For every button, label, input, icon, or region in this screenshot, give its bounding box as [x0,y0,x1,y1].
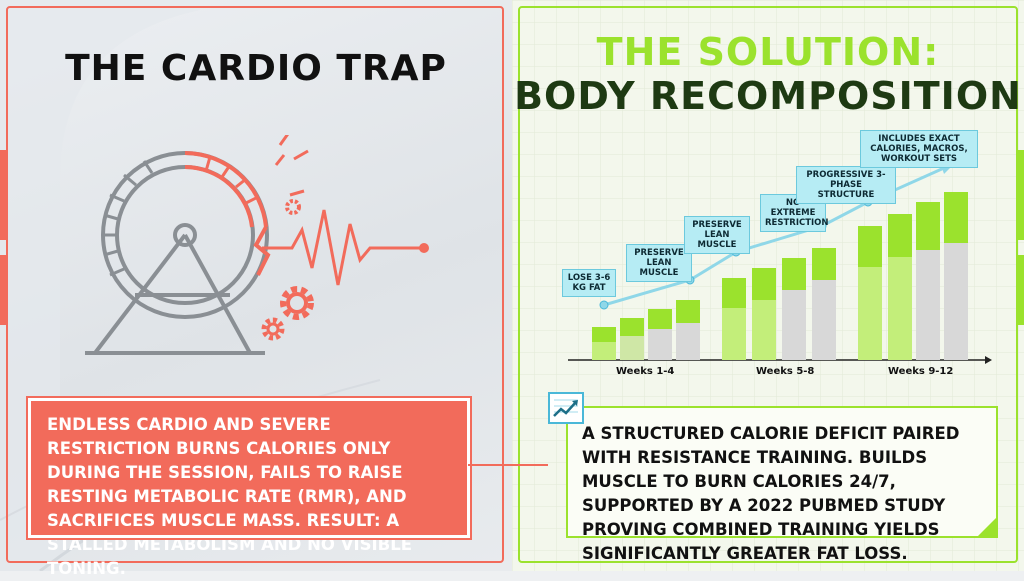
left-frame [6,6,504,563]
left-title: THE CARDIO TRAP [65,48,447,89]
hamster-wheel-icon [85,135,309,355]
x-axis-label: Weeks 1-4 [616,366,675,377]
cardio-trap-description: ENDLESS CARDIO AND SEVERE RESTRICTION BU… [26,396,472,578]
gear-icon [261,317,285,341]
trend-chart-icon [548,392,584,424]
chart-callout: LOSE 3-6 KG FAT [562,269,616,297]
chart-callout: INCLUDES EXACT CALORIES, MACROS, WORKOUT… [860,130,978,168]
solution-description: A STRUCTURED CALORIE DEFICIT PAIRED WITH… [566,406,998,563]
bar-group-weeks-5-8 [722,248,836,360]
gear-icon [280,286,314,320]
chart-callout: PRESERVE LEAN MUSCLE [626,244,692,282]
bar-group-weeks-1-4 [592,300,700,360]
x-axis-label: Weeks 9-12 [888,366,954,377]
x-axis-label: Weeks 5-8 [756,366,815,377]
right-title-line1: THE SOLUTION: [596,30,940,74]
left-edge-tab [0,150,6,240]
left-edge-tab [0,255,6,325]
corner-accent [976,518,996,538]
right-edge-tab [1018,255,1024,325]
chart-callout: PROGRESSIVE 3-PHASE STRUCTURE [796,166,896,204]
right-edge-tab [1018,150,1024,240]
gear-icon [285,199,301,215]
right-frame [518,6,1018,563]
heartbeat-line-icon [262,209,429,286]
bar-group-weeks-9-12 [858,192,968,360]
connector-line [468,464,548,466]
chart-callout: PRESERVE LEAN MUSCLE [684,216,750,254]
right-title-line2: BODY RECOMPOSITION [514,74,1022,118]
